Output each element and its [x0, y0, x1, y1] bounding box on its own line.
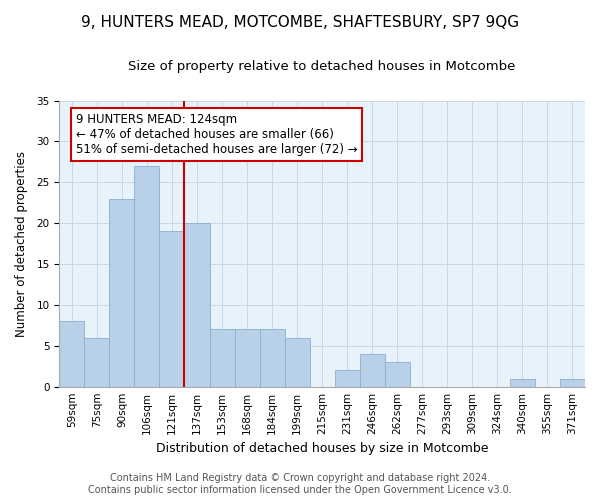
Y-axis label: Number of detached properties: Number of detached properties	[15, 150, 28, 336]
Bar	[510, 378, 535, 386]
Text: 9 HUNTERS MEAD: 124sqm
← 47% of detached houses are smaller (66)
51% of semi-det: 9 HUNTERS MEAD: 124sqm ← 47% of detached…	[76, 113, 357, 156]
Bar	[235, 330, 260, 386]
X-axis label: Distribution of detached houses by size in Motcombe: Distribution of detached houses by size …	[156, 442, 488, 455]
Bar	[335, 370, 360, 386]
Bar	[85, 338, 109, 386]
Bar	[134, 166, 160, 386]
Bar	[59, 322, 85, 386]
Bar	[109, 198, 134, 386]
Title: Size of property relative to detached houses in Motcombe: Size of property relative to detached ho…	[128, 60, 516, 73]
Bar	[209, 330, 235, 386]
Bar	[360, 354, 385, 386]
Bar	[160, 232, 184, 386]
Bar	[260, 330, 284, 386]
Bar	[385, 362, 410, 386]
Bar	[184, 223, 209, 386]
Bar	[284, 338, 310, 386]
Text: Contains HM Land Registry data © Crown copyright and database right 2024.
Contai: Contains HM Land Registry data © Crown c…	[88, 474, 512, 495]
Text: 9, HUNTERS MEAD, MOTCOMBE, SHAFTESBURY, SP7 9QG: 9, HUNTERS MEAD, MOTCOMBE, SHAFTESBURY, …	[81, 15, 519, 30]
Bar	[560, 378, 585, 386]
